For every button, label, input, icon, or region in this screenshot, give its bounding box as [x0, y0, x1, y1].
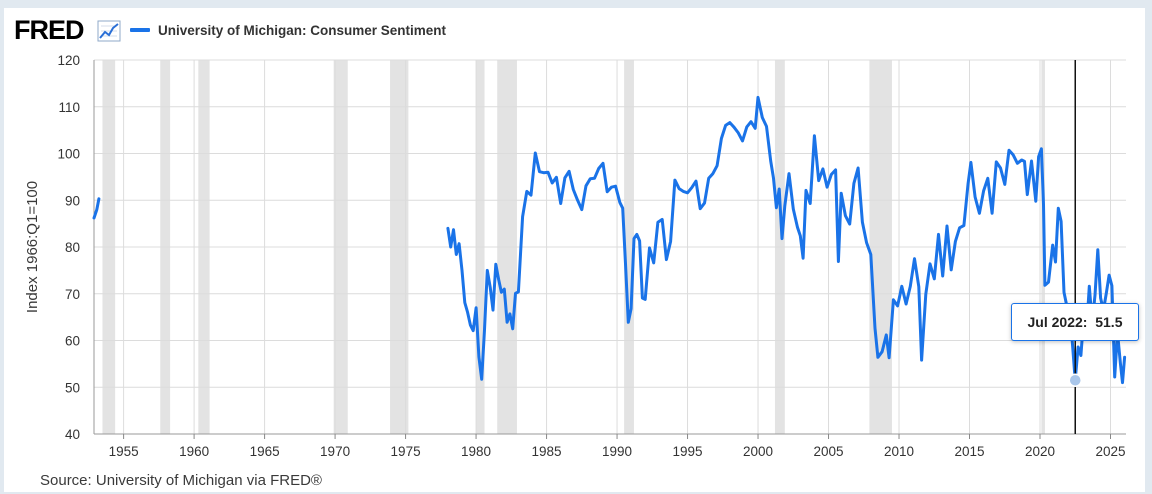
tooltip-value: 51.5 [1095, 314, 1123, 330]
y-axis-label: Index 1966:Q1=100 [24, 181, 41, 313]
y-tick-label: 70 [65, 287, 80, 302]
series-line [92, 197, 101, 220]
x-tick-label: 1955 [109, 444, 139, 459]
y-axis-ticks: 40 50 60 70 80 90 100 110 120 [57, 53, 80, 442]
data-tooltip: Jul 2022: 51.5 [1011, 303, 1139, 341]
x-tick-label: 2020 [1025, 444, 1055, 459]
y-tick-label: 90 [65, 193, 80, 208]
x-tick-label: 1965 [250, 444, 280, 459]
gridlines [93, 59, 1126, 435]
chart-legend[interactable]: University of Michigan: Consumer Sentime… [130, 21, 446, 39]
y-tick-label: 60 [65, 334, 80, 349]
x-tick-label: 1980 [461, 444, 491, 459]
x-tick-label: 1960 [179, 444, 209, 459]
tooltip-date: Jul 2022: [1027, 314, 1088, 330]
legend-swatch [130, 28, 150, 32]
x-tick-label: 2015 [954, 444, 984, 459]
y-tick-label: 50 [65, 380, 80, 395]
y-tick-label: 80 [65, 240, 80, 255]
series-layer [92, 95, 1127, 385]
y-tick-label: 120 [57, 53, 80, 68]
x-axis-ticks: 1955 1960 1965 1970 1975 1980 1985 1990 1995 2000… [109, 434, 1126, 459]
x-tick-label: 1975 [391, 444, 421, 459]
x-tick-label: 2010 [884, 444, 914, 459]
x-tick-label: 1970 [320, 444, 350, 459]
y-tick-label: 110 [58, 100, 80, 115]
series-line [446, 95, 1127, 385]
x-tick-label: 1990 [602, 444, 632, 459]
legend-series-label: University of Michigan: Consumer Sentime… [158, 22, 447, 38]
x-tick-label: 2005 [814, 444, 844, 459]
line-chart-icon [97, 20, 121, 42]
x-tick-label: 1995 [673, 444, 703, 459]
x-tick-label: 2000 [743, 444, 773, 459]
x-tick-label: 1985 [532, 444, 562, 459]
crosshair-marker [1068, 373, 1082, 387]
source-note[interactable]: Source: University of Michigan via FRED® [40, 472, 322, 489]
y-tick-label: 100 [57, 147, 80, 162]
fred-logo[interactable]: FRED [14, 15, 84, 45]
y-tick-label: 40 [65, 427, 80, 442]
x-tick-label: 2025 [1095, 444, 1125, 459]
